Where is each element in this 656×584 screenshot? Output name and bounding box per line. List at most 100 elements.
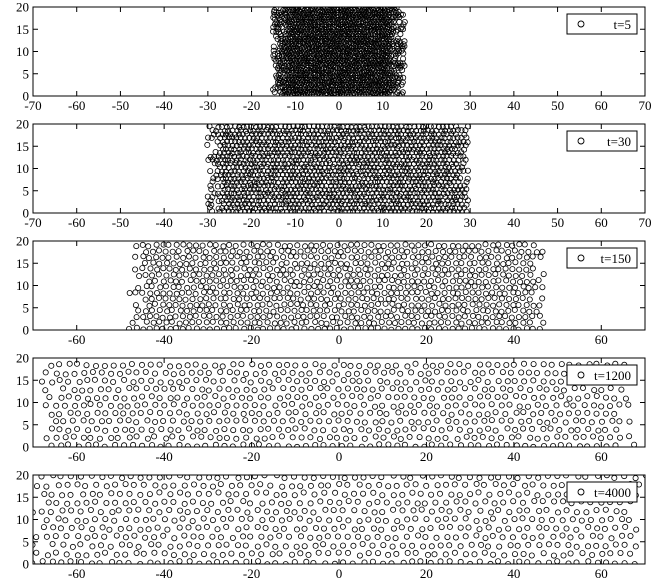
particle-marker	[175, 363, 182, 370]
particle-marker	[278, 138, 285, 145]
particle-marker	[524, 559, 531, 564]
particle-marker	[217, 248, 224, 255]
particle-marker	[398, 247, 405, 254]
particle-marker	[93, 441, 99, 447]
particle-marker	[415, 302, 422, 309]
particle-marker	[439, 260, 446, 267]
particle-marker	[272, 370, 279, 377]
particle-marker	[286, 242, 293, 249]
particle-marker	[397, 272, 404, 279]
particle-marker	[186, 558, 193, 564]
particle-marker	[454, 134, 461, 141]
particle-marker	[153, 254, 160, 261]
particle-marker	[229, 307, 236, 314]
particle-marker	[496, 301, 503, 308]
particle-marker	[362, 200, 369, 207]
particle-marker	[455, 243, 462, 250]
particle-marker	[502, 393, 509, 400]
particle-marker	[232, 124, 239, 130]
particle-marker	[280, 289, 287, 296]
particle-marker	[43, 435, 50, 442]
particle-marker	[426, 385, 433, 392]
particle-marker	[162, 248, 169, 255]
particle-marker	[257, 394, 264, 401]
particle-marker	[303, 161, 310, 168]
particle-marker	[151, 370, 158, 377]
particle-marker	[178, 384, 185, 391]
x-tick-label: -70	[24, 98, 41, 113]
particle-marker	[426, 153, 433, 160]
particle-marker	[325, 418, 332, 425]
particle-marker	[291, 149, 298, 156]
particle-marker	[293, 278, 300, 285]
particle-marker	[495, 254, 502, 261]
particle-marker	[259, 253, 266, 260]
particle-marker	[169, 295, 176, 302]
particle-marker	[260, 314, 267, 321]
particle-marker	[269, 272, 276, 279]
x-tick-label: 20	[420, 449, 433, 464]
particle-marker	[595, 559, 601, 564]
particle-marker	[385, 295, 392, 302]
particle-marker	[609, 417, 616, 424]
particle-marker	[228, 550, 235, 557]
particle-marker	[324, 385, 331, 392]
particle-marker	[172, 325, 179, 330]
legend-marker	[577, 254, 585, 262]
particle-marker	[516, 241, 523, 248]
particle-marker	[341, 171, 348, 178]
particle-marker	[332, 259, 339, 266]
particle-marker	[316, 435, 323, 442]
particle-marker	[495, 241, 502, 248]
particle-marker	[503, 241, 510, 248]
particle-marker	[453, 319, 460, 326]
particle-marker	[410, 319, 417, 326]
particle-marker	[189, 319, 196, 326]
particle-marker	[295, 157, 302, 164]
particle-marker	[371, 272, 378, 279]
particle-marker	[404, 295, 411, 302]
particle-marker	[237, 134, 244, 141]
particle-marker	[291, 307, 298, 314]
particle-marker	[336, 272, 343, 279]
particle-marker	[365, 249, 372, 256]
particle-marker	[320, 427, 327, 434]
y-tick-label: 5	[23, 66, 30, 81]
particle-marker	[401, 441, 408, 447]
particle-marker	[423, 124, 430, 130]
x-tick-label: 10	[376, 98, 389, 113]
particle-marker	[240, 254, 247, 261]
particle-marker	[327, 131, 334, 138]
particle-marker	[157, 284, 164, 291]
particle-marker	[227, 277, 234, 284]
particle-marker	[62, 434, 69, 441]
particle-marker	[302, 167, 309, 174]
particle-marker	[220, 277, 227, 284]
x-tick-label: 0	[336, 449, 343, 464]
particle-marker	[385, 284, 392, 291]
particle-marker	[436, 312, 443, 319]
particle-marker	[433, 417, 440, 424]
particle-marker	[481, 326, 488, 330]
particle-marker	[361, 559, 368, 564]
particle-marker	[509, 242, 516, 249]
particle-marker	[216, 385, 223, 392]
particle-marker	[273, 266, 280, 273]
particle-marker	[135, 307, 142, 314]
particle-marker	[280, 266, 287, 273]
particle-marker	[418, 320, 425, 327]
particle-marker	[335, 302, 342, 309]
particle-marker	[401, 18, 408, 25]
particle-marker	[313, 242, 320, 249]
legend-label: t=30	[607, 134, 631, 149]
particle-marker	[452, 145, 459, 152]
particle-marker	[302, 176, 309, 183]
particle-marker	[525, 284, 532, 291]
particle-marker	[358, 247, 365, 254]
particle-marker	[521, 378, 528, 385]
particle-marker	[400, 253, 407, 260]
particle-marker	[271, 320, 278, 327]
particle-marker	[317, 186, 324, 193]
particle-marker	[252, 205, 259, 212]
